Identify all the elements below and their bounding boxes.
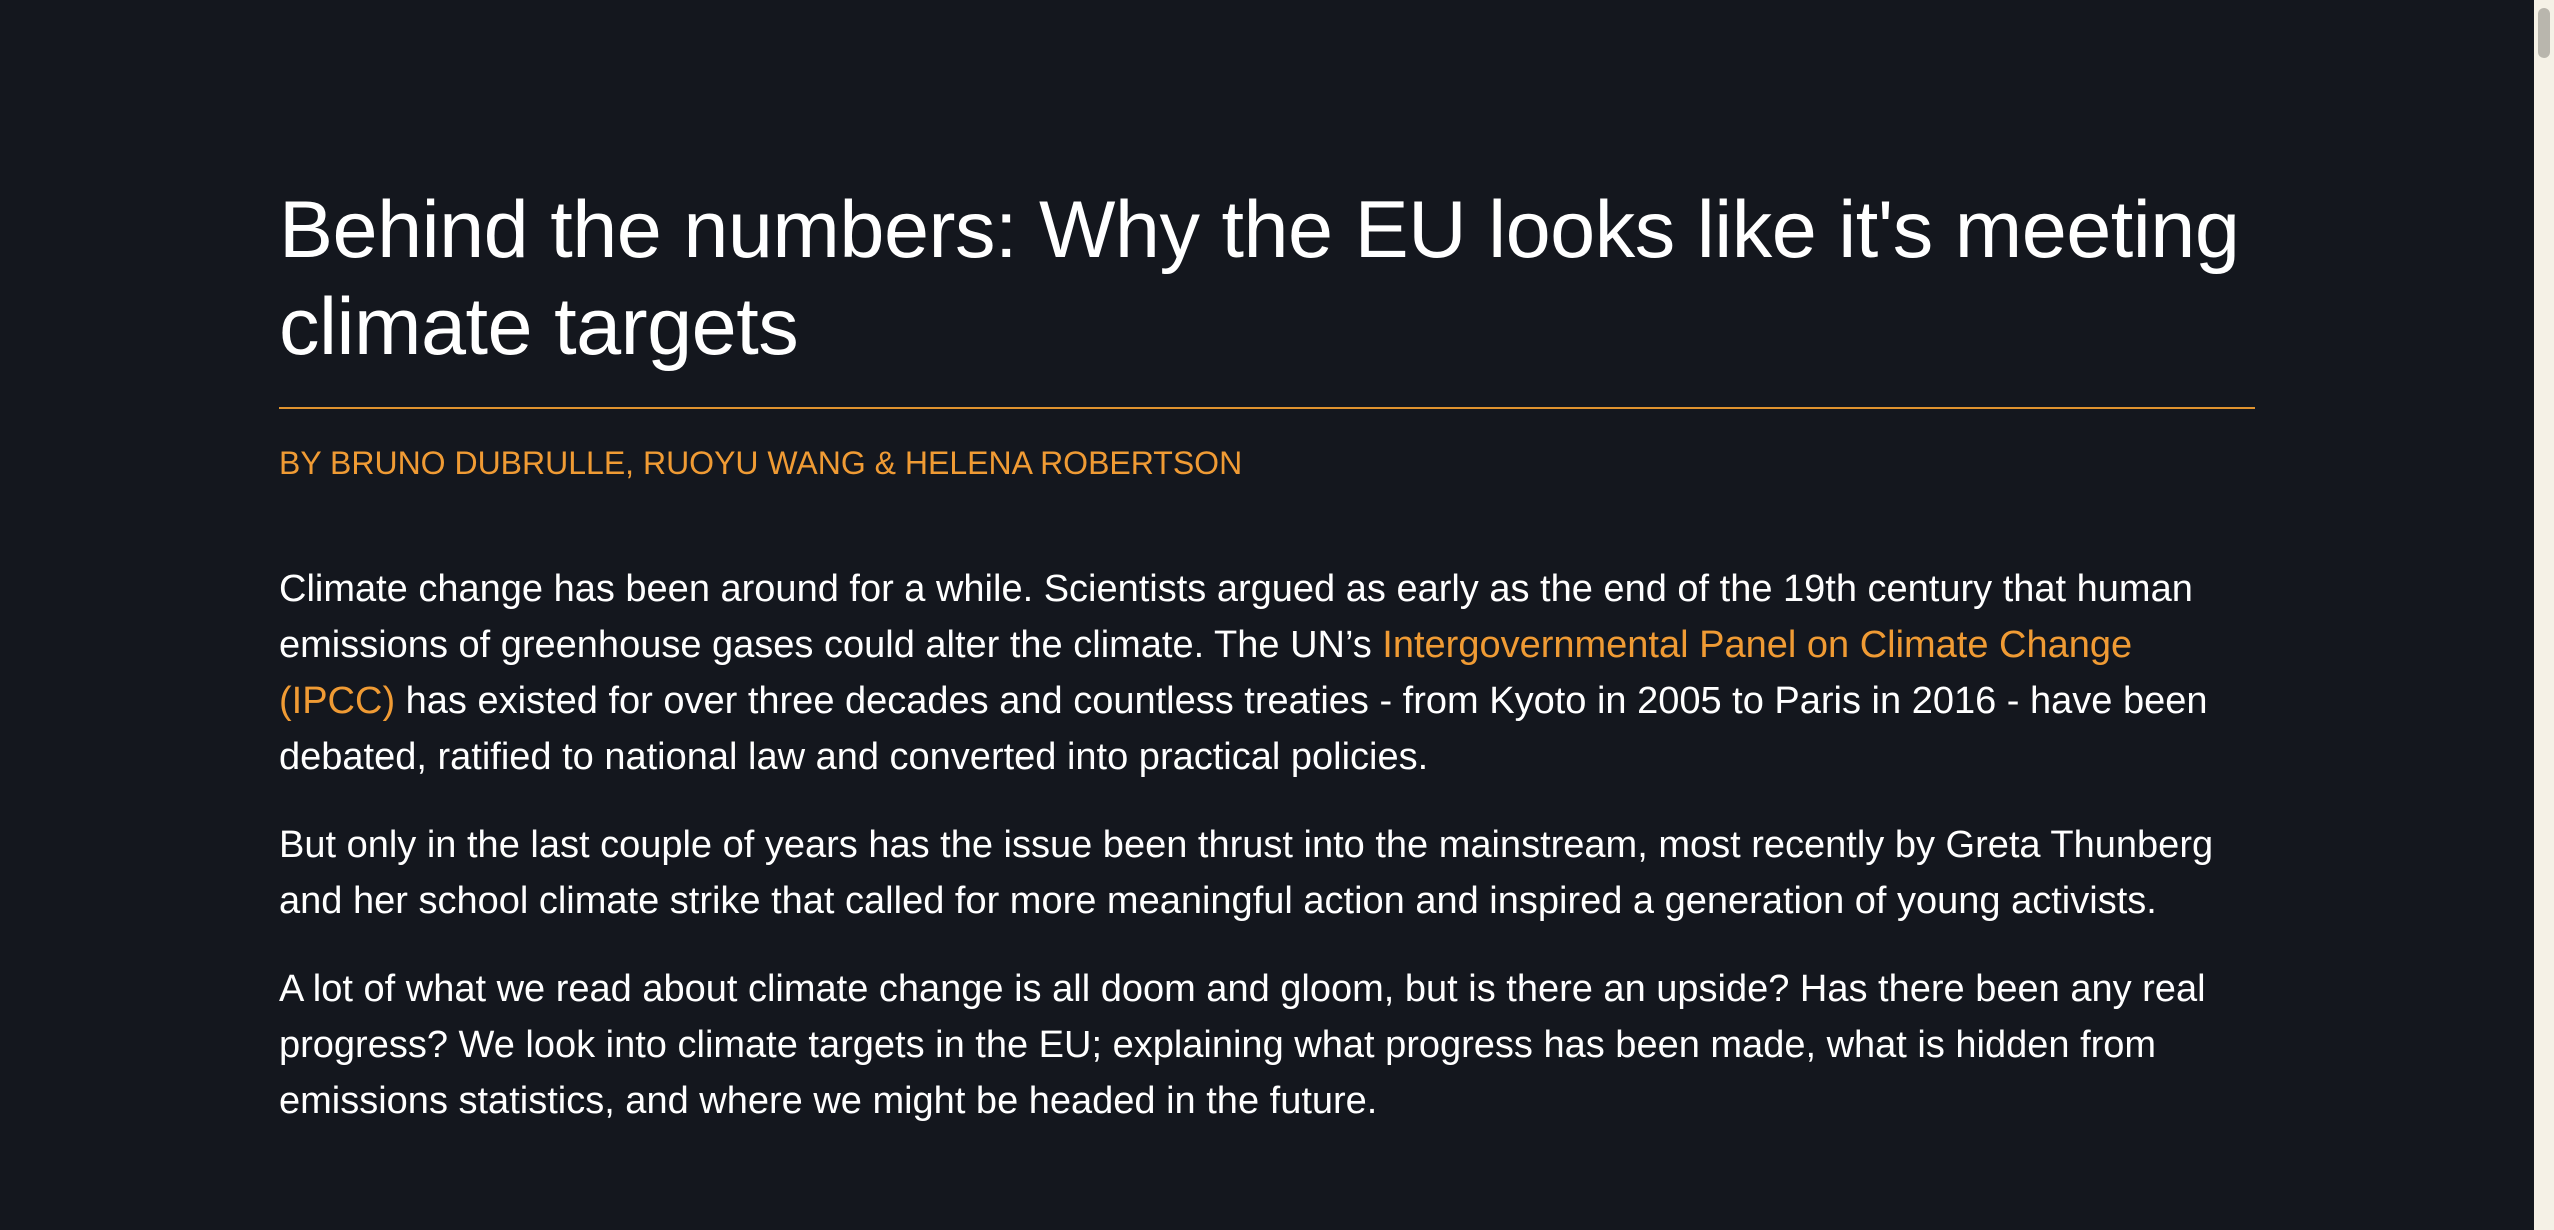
scrollbar-thumb[interactable]: [2538, 8, 2550, 58]
paragraph-upside: A lot of what we read about climate chan…: [279, 968, 2206, 1122]
article-title: Behind the numbers: Why the EU looks lik…: [279, 185, 2240, 372]
paragraph-mainstream: But only in the last couple of years has…: [279, 824, 2214, 922]
article-body: Climate change has been around for a whi…: [279, 561, 2255, 1129]
paragraph-intro: Climate change has been around for a whi…: [279, 561, 2255, 785]
article-byline: BY BRUNO DUBRULLE, RUOYU WANG & HELENA R…: [279, 445, 1243, 481]
ipcc-link[interactable]: Intergovernmental Panel on Climate Chang…: [279, 624, 2133, 722]
paragraph-intro-text-before: Climate change has been around for a whi…: [279, 568, 2193, 666]
title-divider: [279, 407, 2255, 409]
paragraph-intro-text-after: has existed for over three decades and c…: [279, 680, 2208, 778]
article: Behind the numbers: Why the EU looks lik…: [279, 182, 2255, 1161]
vertical-scrollbar[interactable]: [2534, 0, 2554, 1230]
